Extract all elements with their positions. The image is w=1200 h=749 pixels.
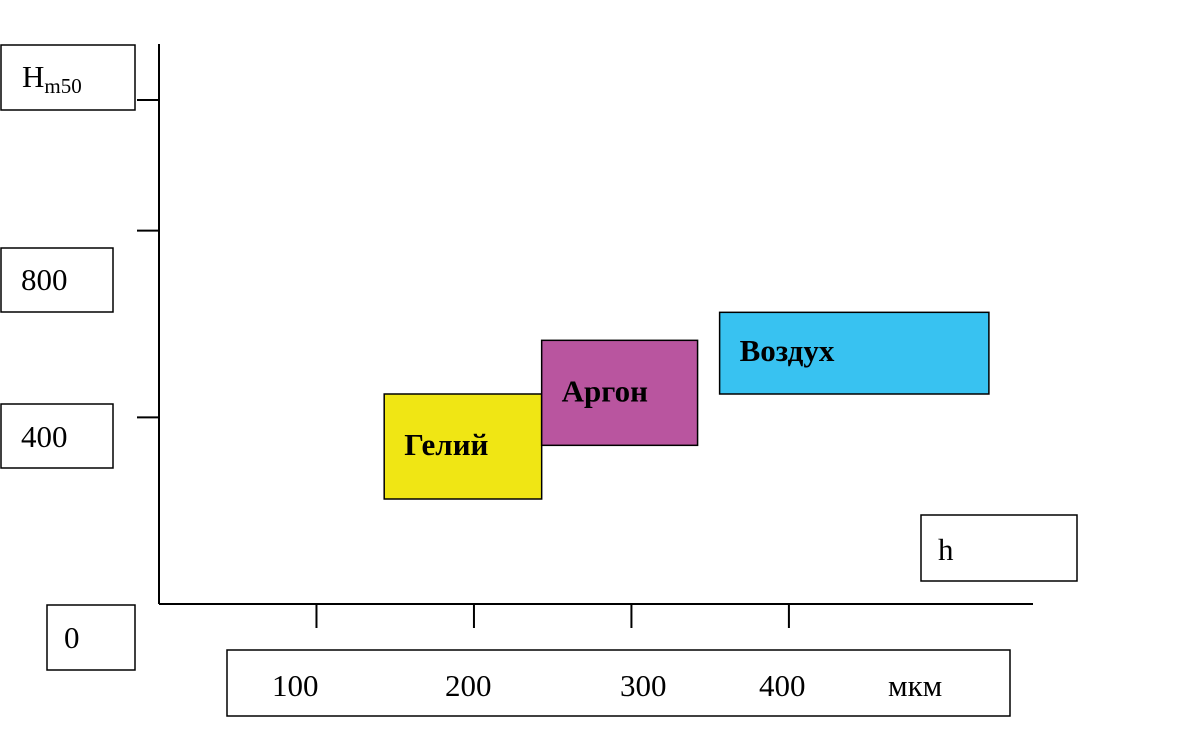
region-label: Воздух [740, 333, 835, 368]
x-axis-title: h [920, 514, 1078, 582]
y-tick-label-box-400: 400 [0, 403, 114, 469]
y-tick-label: 800 [21, 262, 68, 297]
x-tick-labels-box: 100 200 300 400 мкм [226, 649, 1011, 717]
y-axis-title-sub: m50 [44, 74, 81, 98]
y-tick-label-box-0: 0 [46, 604, 136, 671]
x-tick-label: 300 [620, 668, 667, 703]
y-axis-title: Hm50 [0, 44, 136, 111]
x-tick-label: 200 [445, 668, 492, 703]
region-3 [718, 311, 990, 395]
region-label: Аргон [562, 373, 648, 408]
y-axis-title-main: H [22, 59, 44, 94]
x-axis-title-text: h [938, 532, 954, 567]
x-tick-label: 100 [272, 668, 319, 703]
y-tick-label-box-800: 800 [0, 247, 114, 313]
data-regions: Гелий Аргон Воздух [383, 311, 990, 500]
y-tick-label: 400 [21, 419, 68, 454]
x-tick-label: 400 [759, 668, 806, 703]
region-2 [540, 339, 699, 447]
y-tick-marks [137, 99, 159, 419]
region-label: Гелий [404, 427, 488, 462]
x-tick-marks [315, 604, 790, 628]
svg-text:Hm50: Hm50 [22, 59, 82, 98]
x-unit-label: мкм [888, 668, 942, 703]
y-tick-label: 0 [64, 620, 80, 655]
region-1 [383, 393, 543, 500]
